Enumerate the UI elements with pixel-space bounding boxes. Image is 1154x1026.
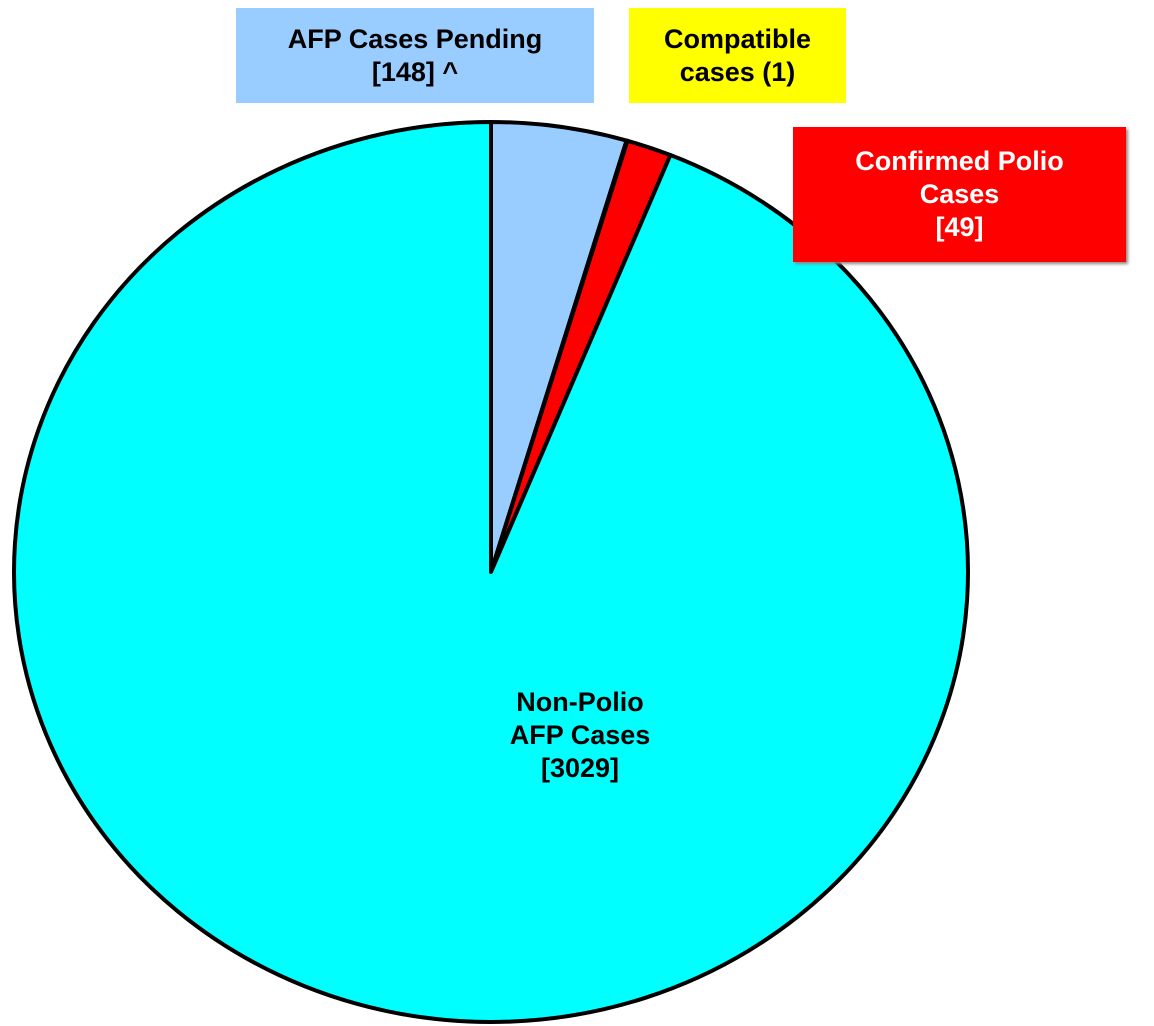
slice-label: Non-Polio AFP Cases [3029] [509,686,651,783]
slice-label: Compatible cases (1) [629,8,846,103]
pie-slice [12,120,970,1024]
slice-label: Confirmed Polio Cases [49] [793,127,1126,262]
slice-label: AFP Cases Pending [148] ^ [236,8,594,103]
